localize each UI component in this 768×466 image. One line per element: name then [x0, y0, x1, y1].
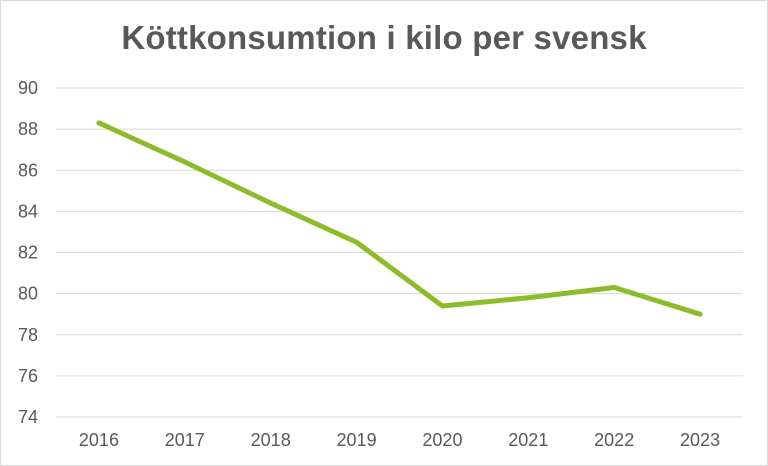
x-tick-label: 2022: [594, 430, 634, 450]
chart-title: Köttkonsumtion i kilo per svensk: [121, 19, 647, 56]
data-point: [182, 159, 188, 165]
y-tick-label: 76: [18, 366, 38, 386]
y-tick-label: 86: [18, 160, 38, 180]
x-tick-label: 2023: [680, 430, 720, 450]
data-point: [611, 284, 617, 290]
series-line: [96, 120, 703, 317]
data-point: [697, 311, 703, 317]
y-tick-label: 80: [18, 284, 38, 304]
x-tick-label: 2021: [508, 430, 548, 450]
data-point: [439, 303, 445, 309]
data-point: [525, 295, 531, 301]
data-point: [268, 200, 274, 206]
y-tick-label: 82: [18, 243, 38, 263]
data-point: [96, 120, 102, 126]
y-tick-label: 84: [18, 201, 38, 221]
y-tick-label: 74: [18, 407, 38, 427]
x-tick-label: 2017: [165, 430, 205, 450]
y-tick-label: 90: [18, 78, 38, 98]
x-tick-label: 2020: [422, 430, 462, 450]
data-point: [354, 239, 360, 245]
y-tick-label: 88: [18, 119, 38, 139]
x-tick-label: 2018: [251, 430, 291, 450]
x-tick-label: 2019: [337, 430, 377, 450]
y-tick-label: 78: [18, 325, 38, 345]
x-tick-label: 2016: [79, 430, 119, 450]
